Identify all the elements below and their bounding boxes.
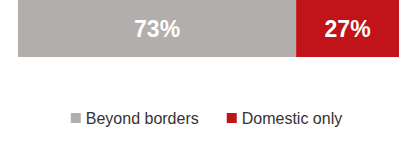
svg-text:Beyond borders: Beyond borders bbox=[86, 110, 199, 127]
svg-text:Domestic only: Domestic only bbox=[242, 110, 342, 127]
svg-text:27%: 27% bbox=[325, 16, 371, 42]
svg-text:73%: 73% bbox=[134, 16, 180, 42]
